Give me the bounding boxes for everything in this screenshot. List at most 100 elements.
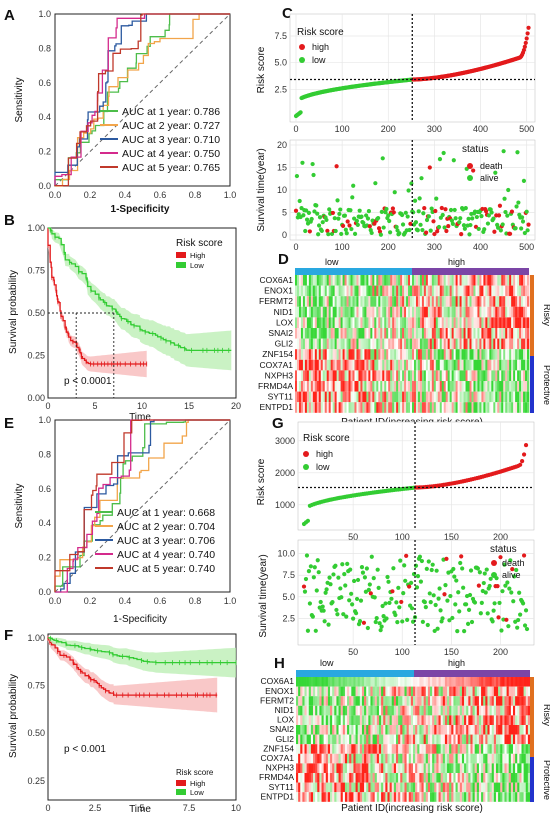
alive-point xyxy=(451,158,456,163)
heatmap-cell xyxy=(441,381,445,392)
heatmap-cell xyxy=(402,338,405,350)
heatmap-cell xyxy=(378,773,382,783)
heatmap-cell xyxy=(378,402,381,413)
heatmap-cell xyxy=(415,696,418,706)
heatmap-cell xyxy=(306,677,310,687)
y-tick-label: 10.0 xyxy=(277,549,295,559)
heatmap-cell xyxy=(483,370,486,381)
heatmap-cell xyxy=(320,317,324,328)
heatmap-cell xyxy=(413,677,416,687)
heatmap-cell xyxy=(302,715,305,725)
alive-point xyxy=(418,579,424,584)
alive-point xyxy=(339,231,344,237)
heatmap-cell xyxy=(447,744,450,754)
alive-point xyxy=(310,161,315,167)
heatmap-cell xyxy=(519,792,522,802)
alive-point xyxy=(376,215,381,221)
heatmap-cell xyxy=(427,773,431,783)
heatmap-cell xyxy=(313,677,316,687)
alive-point xyxy=(400,222,406,227)
heatmap-cell xyxy=(353,763,356,773)
heatmap-cell xyxy=(505,349,508,360)
heatmap-cell xyxy=(412,338,415,350)
heatmap-cell xyxy=(461,296,464,307)
heatmap-cell xyxy=(527,715,531,725)
heatmap-cell xyxy=(440,696,444,706)
heatmap-cell xyxy=(449,275,452,286)
heatmap-cell xyxy=(316,275,320,286)
heatmap-cell xyxy=(392,296,395,307)
heatmap-cell xyxy=(478,744,482,754)
heatmap-cell xyxy=(384,285,387,297)
heatmap-cell xyxy=(376,705,380,716)
heatmap-cell xyxy=(439,402,443,413)
heatmap-cell xyxy=(398,328,401,339)
heatmap-cell xyxy=(429,370,433,381)
alive-point xyxy=(507,586,512,591)
heatmap-cell xyxy=(389,715,393,725)
alive-point xyxy=(482,571,487,576)
heatmap-cell xyxy=(388,317,391,328)
panel-h-protective-bar xyxy=(530,757,534,802)
heatmap-cell xyxy=(457,285,460,297)
heatmap-cell xyxy=(506,705,510,716)
heatmap-cell xyxy=(390,306,393,318)
heatmap-cell xyxy=(308,317,312,328)
heatmap-cell xyxy=(440,753,444,764)
alive-point xyxy=(379,209,384,214)
heatmap-cell xyxy=(408,370,411,381)
heatmap-cell xyxy=(308,734,312,745)
heatmap-cell xyxy=(398,725,401,735)
heatmap-cell xyxy=(410,402,413,413)
heatmap-cell xyxy=(419,275,423,286)
heatmap-cell xyxy=(374,734,378,745)
heatmap-cell xyxy=(334,370,337,381)
heatmap-cell xyxy=(517,792,520,802)
heatmap-cell xyxy=(383,792,386,802)
heatmap-cell xyxy=(442,763,446,773)
heatmap-cell xyxy=(523,734,527,745)
heatmap-cell xyxy=(417,753,420,764)
heatmap-cell xyxy=(382,285,385,297)
alive-point xyxy=(367,582,372,587)
heatmap-cell xyxy=(449,725,452,735)
heatmap-cell xyxy=(360,349,363,360)
heatmap-cell xyxy=(318,296,322,307)
heatmap-cell xyxy=(439,317,443,328)
heatmap-cell xyxy=(523,696,527,706)
heatmap-cell xyxy=(398,381,401,392)
heatmap-cell xyxy=(355,677,358,687)
heatmap-cell xyxy=(323,792,327,802)
heatmap-cell xyxy=(505,381,508,392)
alive-point xyxy=(352,231,358,236)
heatmap-cell xyxy=(374,725,378,735)
heatmap-cell xyxy=(412,328,415,339)
heatmap-cell xyxy=(298,275,302,286)
heatmap-cell xyxy=(366,317,369,328)
heatmap-cell xyxy=(325,753,329,764)
heatmap-cell xyxy=(517,677,520,687)
heatmap-cell xyxy=(344,370,347,381)
heatmap-cell xyxy=(406,317,409,328)
heatmap-cell xyxy=(346,317,349,328)
heatmap-cell xyxy=(463,296,466,307)
heatmap-cell xyxy=(402,275,405,286)
heatmap-cell xyxy=(393,677,397,687)
heatmap-cell xyxy=(447,677,450,687)
panel-c-legend-high: high xyxy=(312,42,329,52)
heatmap-cell xyxy=(376,275,379,286)
panel-b-legend-high: High xyxy=(190,251,205,260)
heatmap-cell xyxy=(509,349,512,360)
heatmap-cell xyxy=(507,370,510,381)
death-point xyxy=(408,221,413,226)
heatmap-cell xyxy=(511,370,514,381)
heatmap-cell xyxy=(475,402,478,413)
heatmap-cell xyxy=(476,696,480,706)
heatmap-cell xyxy=(334,677,337,687)
heatmap-cell xyxy=(425,763,429,773)
heatmap-cell xyxy=(398,734,401,745)
x-tick-label: 200 xyxy=(381,242,396,252)
heatmap-cell xyxy=(423,359,427,371)
heatmap-cell xyxy=(449,734,452,745)
heatmap-cell xyxy=(386,370,389,381)
